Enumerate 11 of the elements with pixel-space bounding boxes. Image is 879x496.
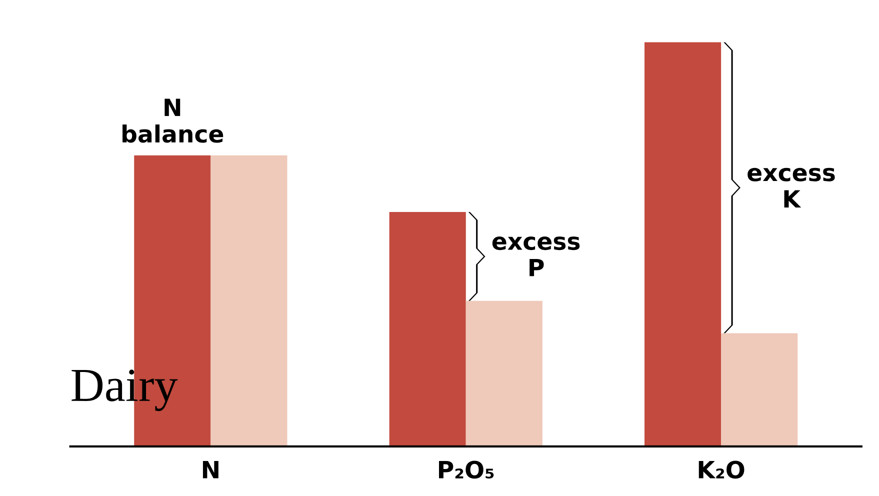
bar bbox=[644, 42, 722, 446]
x-tick-label: K₂O bbox=[698, 460, 744, 479]
annotation: N balance bbox=[122, 98, 224, 143]
bar bbox=[389, 212, 466, 446]
x-tick-label: P₂O₅ bbox=[439, 460, 494, 479]
bar bbox=[721, 333, 798, 446]
bar bbox=[210, 155, 288, 446]
x-tick-label: N bbox=[202, 461, 218, 478]
bar bbox=[466, 300, 542, 446]
annotation: excess K bbox=[748, 168, 835, 208]
annotation: excess P bbox=[492, 236, 580, 276]
